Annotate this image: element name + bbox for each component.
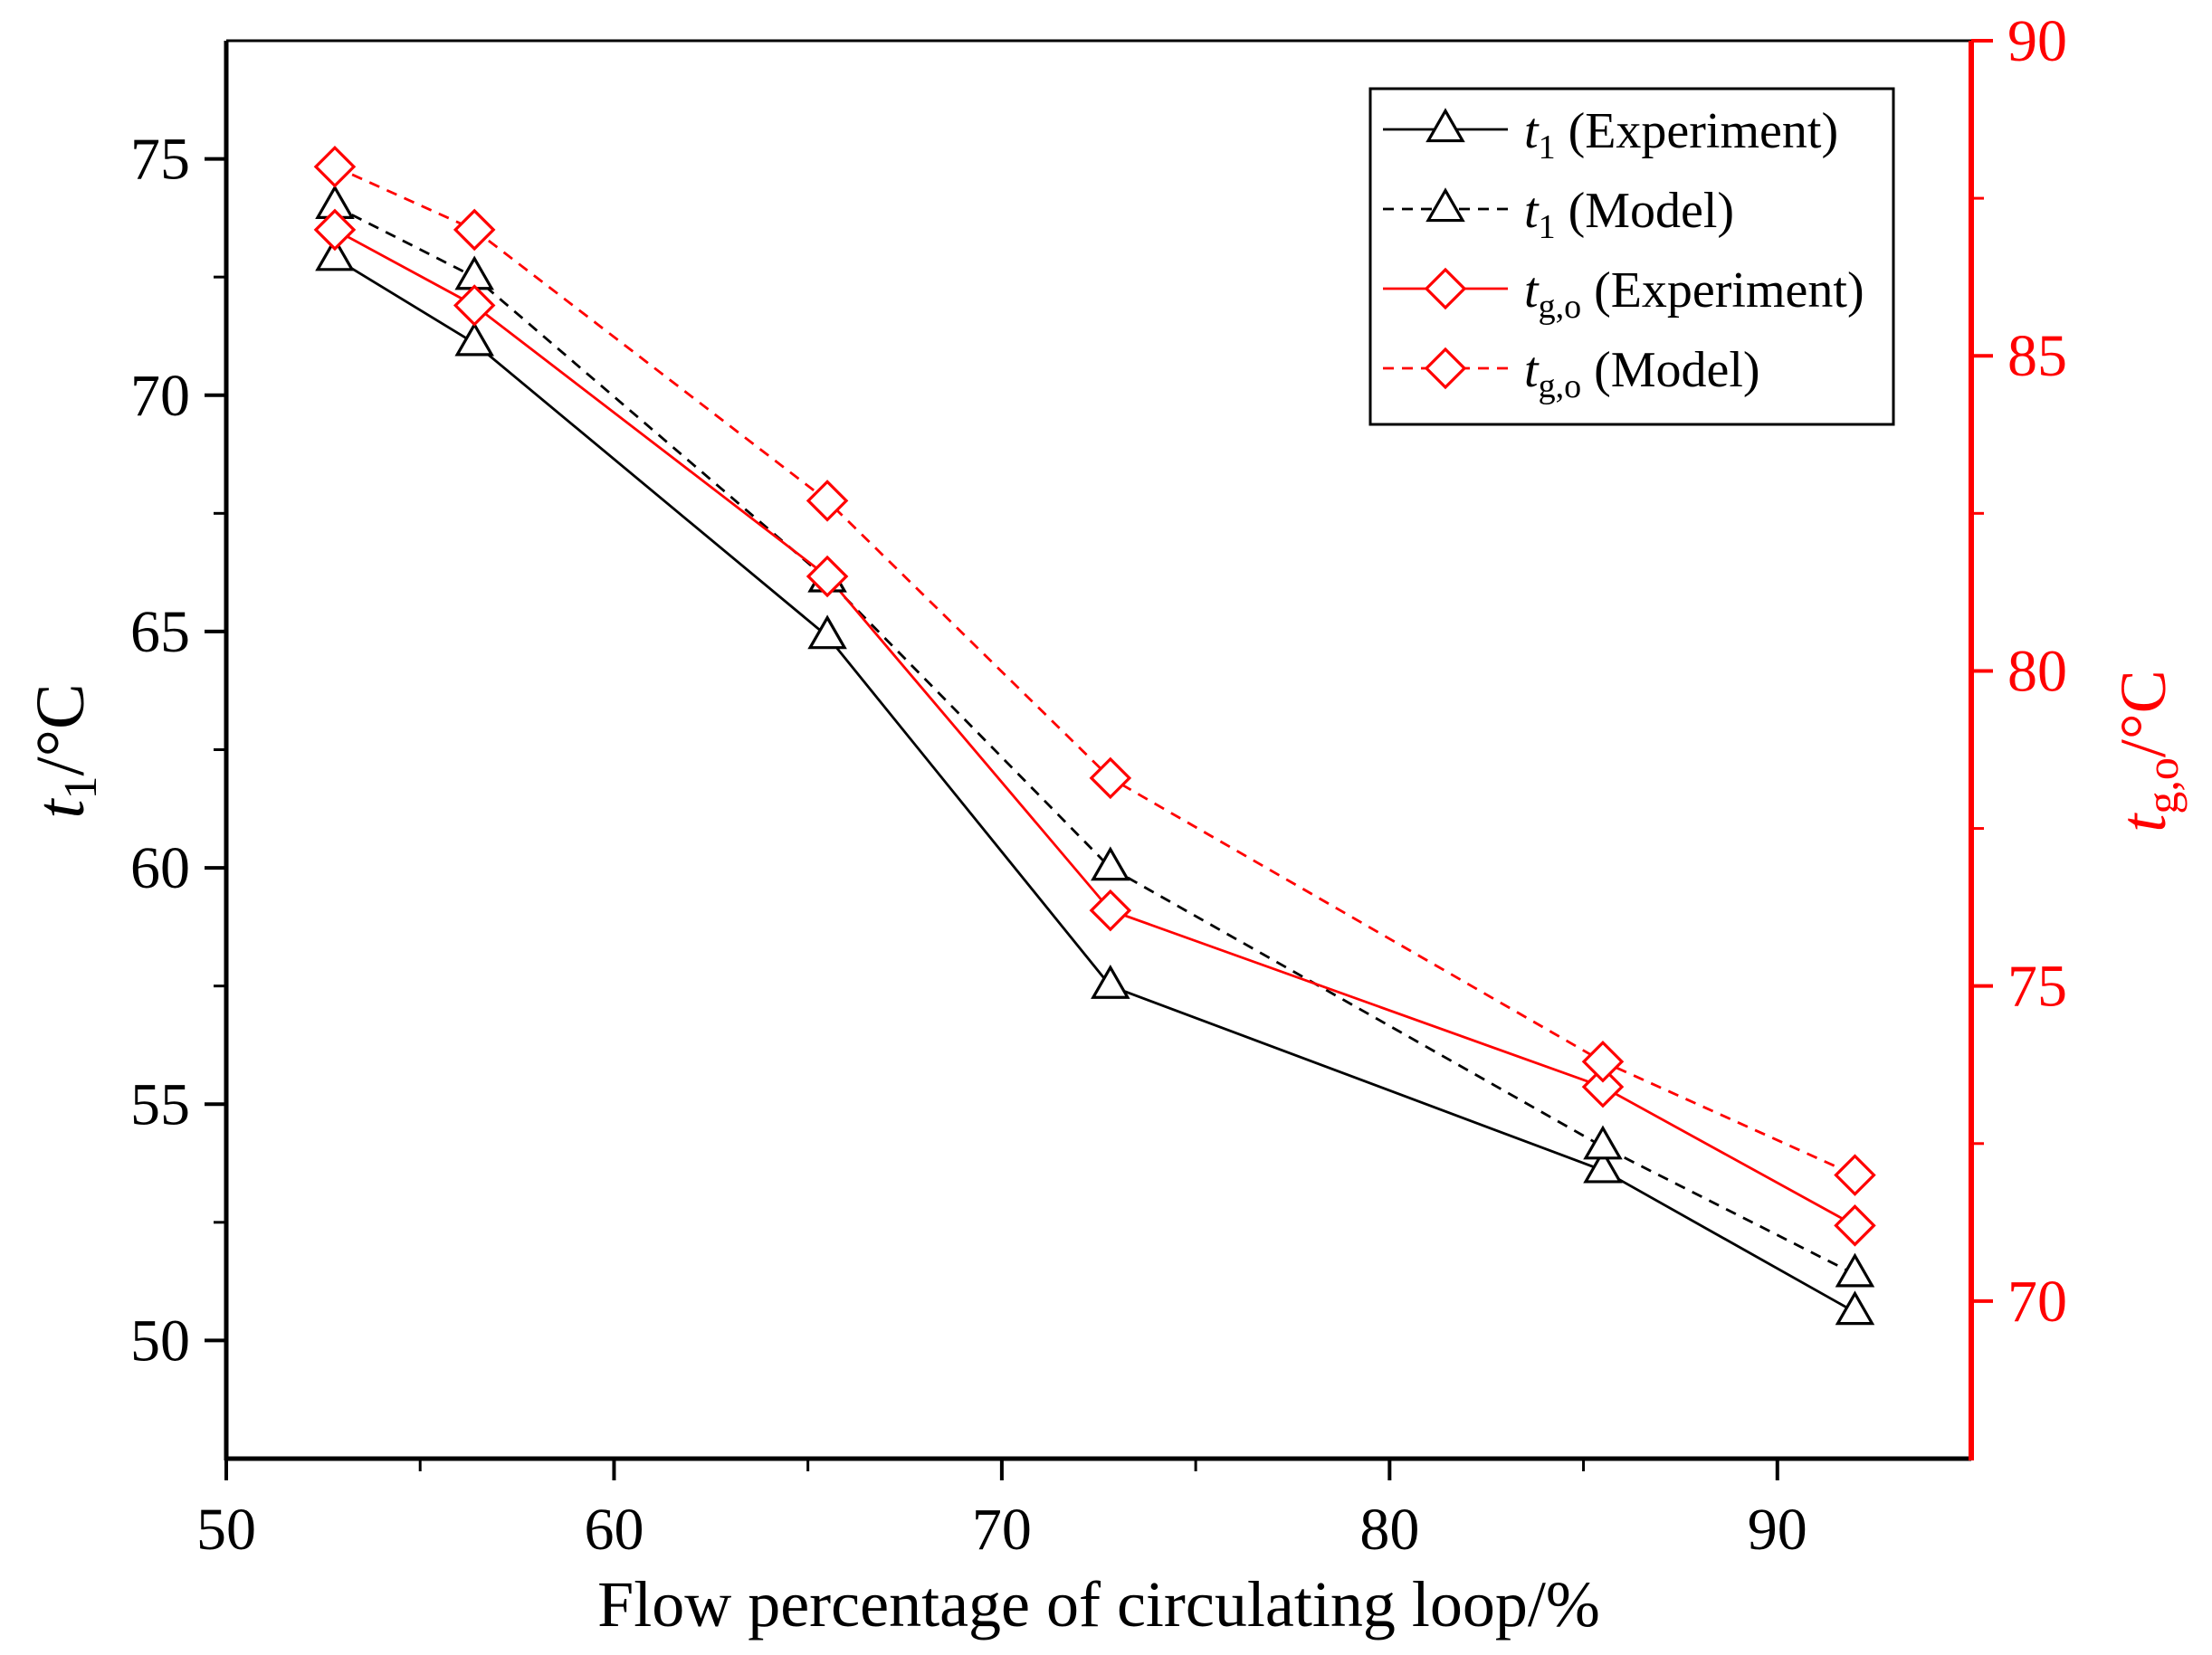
series-line-2 <box>334 228 1856 1227</box>
series-3-point <box>1834 1154 1876 1196</box>
right-axis-title-sub: g,o <box>2137 757 2188 814</box>
x-tick-label: 60 <box>584 1497 644 1563</box>
legend-label-rest: (Experiment) <box>1581 262 1864 319</box>
left-tick-label: 70 <box>130 363 190 429</box>
legend: t1 (Experiment)t1 (Model)tg,o (Experimen… <box>1368 87 1895 426</box>
x-tick-label: 80 <box>1359 1497 1419 1563</box>
legend-label-rest: (Model) <box>1581 342 1760 398</box>
legend-marker-3 <box>1424 347 1467 390</box>
left-tick-label: 50 <box>130 1308 190 1374</box>
series-2-point <box>313 208 357 252</box>
left-tick-label: 55 <box>130 1071 190 1137</box>
series-0-point <box>454 321 494 357</box>
legend-label-0: t1 (Experiment) <box>1524 103 1838 166</box>
series-line-1 <box>334 204 1856 1276</box>
right-axis-ticks: 70 75 80 85 90 <box>1971 8 2067 1335</box>
right-axis-title: tg,o/°C <box>2107 670 2188 832</box>
series-3-point <box>1089 756 1132 800</box>
series-3-point <box>1581 1040 1625 1083</box>
x-axis-ticks: 50 60 70 80 90 <box>196 1459 1807 1563</box>
right-axis-title-main: t <box>2107 813 2179 832</box>
legend-label-sub: 1 <box>1539 208 1556 246</box>
left-axis-title-unit: /°C <box>23 683 99 775</box>
series-0-point <box>315 236 355 271</box>
legend-label-main: t <box>1524 103 1540 159</box>
series-3-point <box>313 146 357 188</box>
legend-marker-1 <box>1425 187 1465 223</box>
legend-marker-2 <box>1424 267 1467 310</box>
right-tick-label: 70 <box>2007 1269 2067 1335</box>
legend-label-rest: (Model) <box>1556 183 1735 239</box>
right-tick-label: 90 <box>2007 8 2067 74</box>
series-0-point <box>1091 964 1130 999</box>
left-axis-title-sub: 1 <box>55 776 107 800</box>
series-2-point <box>453 284 496 327</box>
legend-marker-0 <box>1425 108 1465 143</box>
series-1-point <box>1091 846 1130 881</box>
legend-label-1: t1 (Model) <box>1524 183 1734 246</box>
series-0-point <box>807 614 847 650</box>
series-3-point <box>453 208 496 252</box>
series-2-point <box>806 555 849 598</box>
series-0-point <box>1583 1148 1623 1184</box>
legend-label-main: t <box>1524 183 1540 239</box>
left-tick-label: 75 <box>130 127 190 193</box>
left-tick-label: 60 <box>130 835 190 901</box>
left-axis-title: t1/°C <box>23 683 107 818</box>
legend-label-3: tg,o (Model) <box>1524 342 1760 405</box>
series-3-point <box>806 480 849 522</box>
legend-label-main: t <box>1524 262 1540 319</box>
x-axis-title: Flow percentage of circulating loop/% <box>597 1568 1600 1641</box>
series-0-point <box>1835 1290 1875 1326</box>
legend-label-main: t <box>1524 342 1540 398</box>
legend-label-sub: 1 <box>1539 128 1556 166</box>
series-2-point <box>1089 889 1132 932</box>
series-line-0 <box>334 257 1856 1314</box>
x-tick-label: 50 <box>196 1497 256 1563</box>
series-2-point <box>1834 1204 1876 1247</box>
right-axis-title-unit: /°C <box>2107 670 2179 757</box>
right-tick-label: 85 <box>2007 323 2067 389</box>
legend-label-rest: (Experiment) <box>1556 103 1839 159</box>
x-tick-label: 70 <box>972 1497 1032 1563</box>
legend-entries: t1 (Experiment)t1 (Model)tg,o (Experimen… <box>1383 103 1864 405</box>
series-1-point <box>1583 1125 1623 1160</box>
plot-series <box>313 146 1876 1326</box>
left-tick-label: 65 <box>130 599 190 665</box>
right-tick-label: 80 <box>2007 638 2067 704</box>
left-axis-ticks: 50 55 60 65 70 75 <box>130 127 226 1374</box>
left-axis-title-main: t <box>23 798 99 819</box>
series-2-point <box>1581 1065 1625 1108</box>
legend-label-2: tg,o (Experiment) <box>1524 262 1864 326</box>
series-1-point <box>1835 1252 1875 1288</box>
x-tick-label: 90 <box>1748 1497 1807 1563</box>
legend-label-sub: g,o <box>1539 288 1582 326</box>
legend-label-sub: g,o <box>1539 367 1582 405</box>
right-tick-label: 75 <box>2007 954 2067 1020</box>
